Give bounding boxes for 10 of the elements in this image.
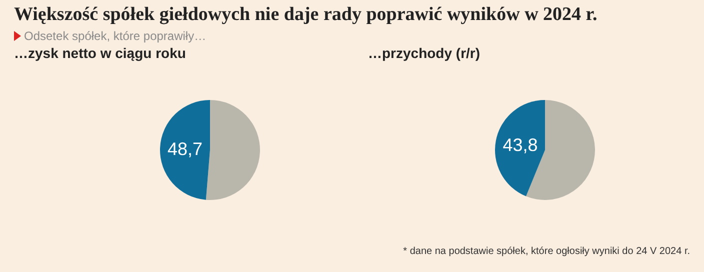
pie-slice — [160, 100, 210, 200]
pie-slice — [495, 100, 545, 196]
data-label: 43,8 — [502, 135, 538, 156]
text: …zysk netto w ciągu roku — [14, 45, 186, 61]
pie-slice — [206, 100, 260, 200]
data-label: 48,7 — [167, 138, 203, 159]
chart-title: …przychody (r/r) — [368, 45, 480, 61]
text: Większość spółek giełdowych nie daje rady poprawić wyników w 2024 r. — [14, 4, 598, 26]
chart-subtitle: Odsetek spółek, które poprawiły… — [24, 29, 206, 43]
text: * dane na podstawie spółek, które ogłosiły wyniki do 24 V 2024 r. — [403, 246, 690, 257]
